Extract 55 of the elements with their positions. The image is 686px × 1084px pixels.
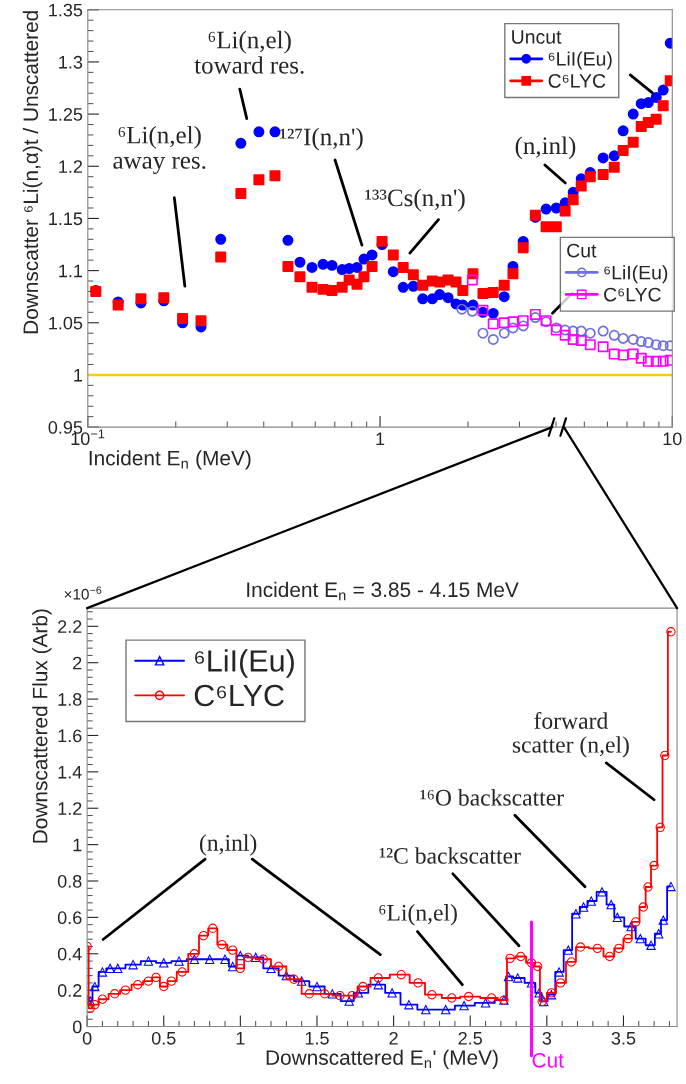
legend-label: C⁶LYC	[548, 74, 606, 88]
legend-label: ⁶LiI(Eu)	[548, 51, 612, 70]
legend-label: ⁶LiI(Eu)	[195, 649, 294, 678]
y-tick-label: 0.8	[57, 874, 82, 888]
x-tick-label: 3.5	[611, 1031, 636, 1045]
y-tick-label: 1.3	[59, 55, 83, 69]
annotation: forward scatter (n,el)	[512, 712, 629, 758]
x-tick-label: 3	[542, 1031, 552, 1045]
ref-line-label: Cut	[532, 1052, 564, 1068]
x-tick-label: 1	[236, 1032, 245, 1045]
annotation: (n,inl)	[199, 834, 257, 856]
y-tick-label: 1	[74, 369, 83, 382]
annotation: ⁶Li(n,el) away res.	[113, 125, 206, 174]
legend-label: ⁶LiI(Eu)	[604, 265, 668, 284]
y-tick-label: 0.6	[57, 911, 82, 925]
x-tick-label: 1	[376, 432, 385, 446]
x-axis-title: Downscattered E$_{n}$' (MeV)	[266, 1049, 498, 1070]
y-tick-label: 1.35	[49, 3, 83, 17]
y-tick-label: 1.25	[49, 108, 83, 121]
y-axis-title: Downscatter ⁶Li(n,α)t / Unscattered	[22, 11, 43, 334]
annotation: ¹⁶O backscatter	[420, 789, 564, 806]
y-tick-label: 1.2	[59, 160, 83, 173]
annotation: ⁶Li(n,el)	[379, 904, 457, 926]
annotation: ⁶Li(n,el) toward res.	[194, 30, 304, 74]
x-tick-label: 10	[663, 432, 682, 446]
annotation: ¹²⁷I(n,n')	[280, 127, 363, 151]
text: Uncut	[512, 30, 562, 44]
y-tick-label: 1.2	[58, 802, 82, 815]
y-tick-label: 1.15	[49, 212, 83, 226]
y-tick-label: 1.8	[58, 693, 82, 706]
y-tick-label: 0.2	[57, 984, 82, 997]
y-tick-label: 1.05	[49, 316, 83, 330]
x-tick-label: 0.5	[151, 1031, 176, 1045]
annotation: (n,inl)	[515, 136, 576, 160]
y-tick-label: 2.2	[58, 620, 82, 633]
y-tick-label: 2	[73, 656, 82, 670]
y-axis-title: Downscattered Flux (Arb)	[32, 609, 52, 843]
text: ×10$^{−6}$	[64, 586, 102, 600]
y-tick-label: 0	[72, 1020, 82, 1034]
chart-title: Incident E$_{n}$ = 3.85 - 4.15 MeV	[247, 581, 519, 601]
x-tick-label: 2.5	[458, 1031, 483, 1045]
text: Cut	[567, 243, 597, 258]
y-tick-label: 0.4	[57, 947, 82, 961]
x-tick-label: 0	[82, 1031, 92, 1045]
legend-label: C⁶LYC	[604, 287, 661, 302]
legend-label: C⁶LYC	[194, 684, 284, 707]
annotation: ¹²C backscatter	[379, 847, 521, 864]
y-tick-label: 1.4	[58, 765, 82, 779]
x-axis-title: Incident E$_{n}$ (MeV)	[89, 450, 251, 470]
y-tick-label: 1.6	[58, 729, 82, 743]
x-tick-label: 2	[389, 1031, 398, 1045]
y-tick-label: 1.1	[59, 264, 83, 278]
x-tick-label: 1.5	[305, 1032, 329, 1045]
y-tick-label: 1	[73, 838, 82, 852]
annotation: ¹³³Cs(n,n')	[365, 188, 465, 212]
